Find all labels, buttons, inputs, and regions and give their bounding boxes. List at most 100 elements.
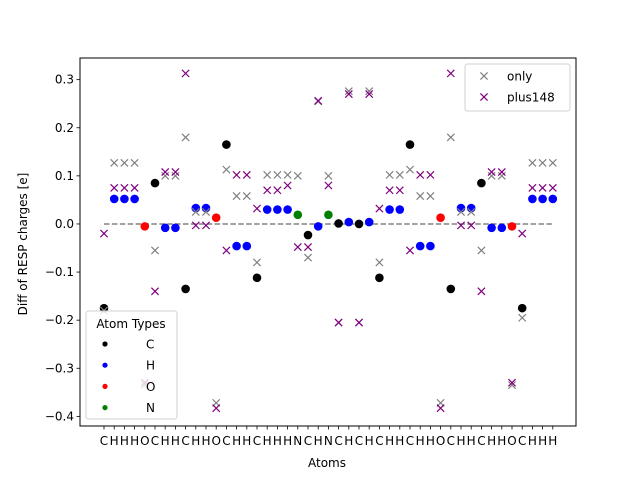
marker-stroke	[212, 404, 221, 413]
marker-stroke	[507, 381, 517, 390]
series-point-only	[293, 171, 302, 180]
x-tick-label: C	[375, 434, 383, 448]
series-point-plus148	[334, 318, 343, 327]
atom-point	[171, 223, 180, 233]
marker-stroke	[232, 170, 241, 179]
series-point-only	[110, 158, 119, 167]
atom-point	[313, 222, 323, 231]
marker-stroke	[273, 170, 282, 179]
marker-stroke	[497, 167, 506, 177]
series-point-plus148	[487, 167, 496, 177]
atom-point	[232, 241, 241, 251]
series-point-plus148	[150, 287, 160, 296]
series-point-plus148	[314, 96, 323, 105]
series-point-only	[405, 165, 415, 174]
marker-stroke	[242, 170, 251, 179]
marker-stroke	[120, 183, 129, 192]
x-tick-label: H	[273, 434, 282, 448]
atom-point	[324, 210, 333, 220]
y-tick-label: 0.3	[55, 73, 74, 87]
series-point-only	[487, 171, 496, 180]
marker-stroke	[171, 167, 180, 177]
marker-stroke	[385, 170, 394, 179]
x-tick-label: C	[100, 434, 108, 448]
x-tick-label: N	[324, 434, 333, 448]
series-point-plus148	[477, 287, 486, 296]
x-tick-label: H	[130, 434, 139, 448]
series-point-only	[446, 133, 455, 142]
series-point-plus148	[242, 170, 251, 179]
series-point-plus148	[191, 221, 200, 230]
atom-point	[477, 178, 486, 188]
series-point-only	[303, 253, 313, 262]
marker-stroke	[283, 170, 292, 179]
x-tick-label: H	[456, 434, 465, 448]
x-tick-label: H	[385, 434, 394, 448]
marker-stroke	[324, 181, 333, 190]
plot-frame	[79, 57, 577, 427]
series-point-plus148	[303, 243, 313, 252]
series-point-only	[150, 246, 160, 255]
marker-stroke	[161, 167, 170, 177]
marker-stroke	[344, 87, 353, 96]
series-point-plus148	[201, 221, 211, 230]
marker-stroke	[110, 158, 119, 167]
marker-stroke	[314, 96, 323, 105]
series-point-only	[497, 171, 506, 180]
series-point-plus148	[518, 229, 527, 238]
series-point-only	[324, 171, 333, 180]
atom-point	[120, 194, 129, 204]
atom-point	[364, 217, 374, 227]
series-point-plus148	[324, 181, 333, 190]
axis-ticks: −0.4−0.3−0.2−0.10.00.10.20.3C H H H O C H H C H H O…	[45, 73, 557, 448]
atom-point	[262, 205, 272, 214]
marker-stroke	[293, 171, 302, 180]
series-point-only	[507, 381, 517, 390]
x-tick-label: C	[222, 434, 230, 448]
marker-stroke	[263, 186, 272, 195]
atom-point	[548, 194, 558, 204]
series-point-plus148	[385, 186, 394, 195]
marker-stroke	[405, 165, 415, 174]
legend-label: plus148	[507, 91, 555, 105]
x-tick-label: H	[395, 434, 404, 448]
atom-point	[303, 230, 313, 240]
atom-point	[517, 303, 527, 313]
series-point-only	[456, 207, 466, 216]
marker-stroke	[303, 243, 313, 252]
marker-stroke	[99, 229, 109, 238]
x-tick-label: H	[242, 434, 251, 448]
x-tick-label: O	[507, 434, 516, 448]
atom-point	[385, 205, 394, 214]
atom-point	[181, 284, 190, 294]
marker-stroke	[405, 246, 415, 255]
series-point-plus148	[181, 69, 190, 78]
legend-marker-plus148	[479, 92, 489, 102]
series-point-plus148	[467, 221, 476, 230]
y-axis-label: Diff of RESP charges [e]	[16, 173, 30, 316]
series-point-plus148	[354, 318, 364, 327]
x-tick-label: H	[487, 434, 496, 448]
marker-stroke	[528, 158, 537, 167]
x-tick-label: O	[140, 434, 149, 448]
series-point-plus148	[416, 170, 425, 179]
legend-series-box	[464, 63, 571, 112]
atom-point	[507, 222, 517, 231]
series-point-only	[171, 171, 180, 180]
x-tick-label: H	[110, 434, 119, 448]
marker-stroke	[161, 171, 170, 180]
atom-point	[252, 273, 262, 283]
y-tick-label: 0.2	[55, 121, 74, 135]
marker-stroke	[365, 87, 374, 96]
y-tick-label: −0.4	[45, 409, 74, 423]
series-point-plus148	[99, 229, 109, 238]
marker-stroke	[171, 171, 180, 180]
atom-point	[109, 194, 119, 204]
marker-stroke	[518, 313, 527, 322]
marker-stroke	[181, 133, 190, 142]
marker-stroke	[375, 204, 384, 213]
marker-stroke	[456, 221, 466, 230]
marker-stroke	[416, 192, 425, 201]
series-point-only	[416, 192, 425, 201]
legend-marker-only	[479, 71, 489, 81]
